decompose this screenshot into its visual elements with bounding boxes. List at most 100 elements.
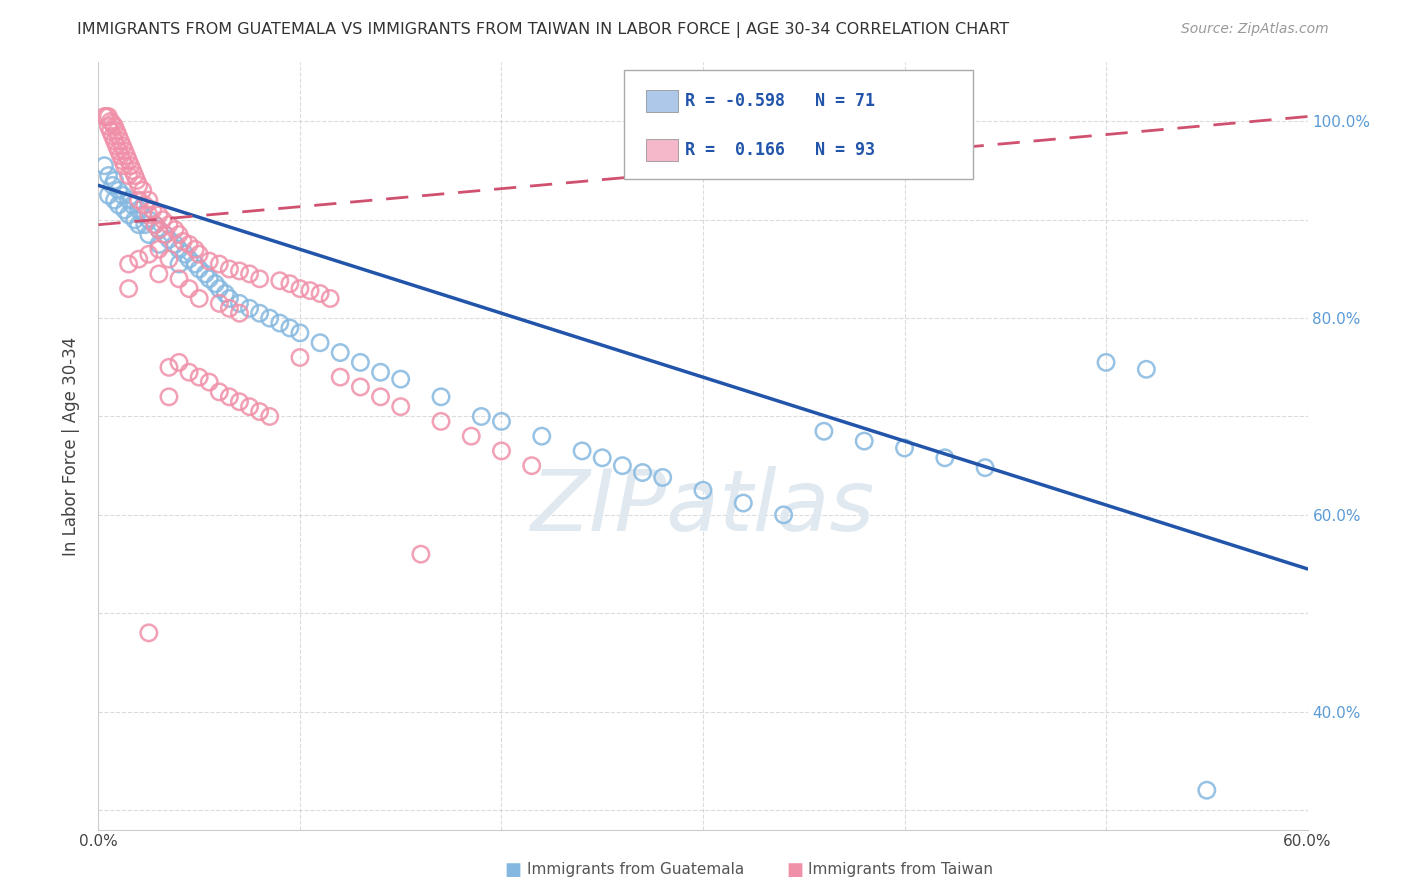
Point	[125, 173, 148, 187]
Point	[208, 296, 231, 310]
Point	[118, 257, 141, 271]
Point	[194, 267, 217, 281]
Point	[184, 242, 207, 256]
Point	[128, 193, 150, 207]
Point	[107, 129, 129, 144]
Point	[239, 267, 262, 281]
Point	[118, 282, 141, 296]
Point	[97, 120, 120, 134]
Point	[107, 144, 129, 158]
Point	[105, 139, 128, 153]
FancyBboxPatch shape	[647, 139, 678, 161]
Point	[278, 321, 301, 335]
Point	[218, 292, 240, 306]
Point	[228, 296, 250, 310]
Point	[101, 129, 124, 144]
Text: Immigrants from Taiwan: Immigrants from Taiwan	[808, 863, 994, 877]
Point	[651, 470, 673, 484]
Point	[530, 429, 553, 443]
Text: R = -0.598   N = 71: R = -0.598 N = 71	[685, 92, 875, 110]
Point	[179, 252, 201, 267]
Point	[148, 208, 170, 222]
Point	[893, 441, 915, 455]
Point	[167, 257, 190, 271]
Point	[114, 159, 136, 173]
Point	[288, 326, 311, 340]
Point	[179, 237, 201, 252]
Point	[138, 227, 160, 242]
Point	[974, 460, 997, 475]
Point	[128, 202, 150, 217]
Point	[218, 301, 240, 316]
Point	[813, 424, 835, 438]
Point	[299, 284, 322, 298]
Point	[631, 466, 654, 480]
Point	[100, 124, 122, 138]
Point	[612, 458, 634, 473]
Point	[124, 212, 146, 227]
Point	[184, 257, 207, 271]
Point	[111, 188, 134, 202]
Point	[228, 306, 250, 320]
Point	[134, 198, 156, 212]
Point	[329, 345, 352, 359]
Point	[110, 134, 132, 148]
Point	[105, 124, 128, 138]
Point	[118, 169, 141, 183]
Point	[179, 282, 201, 296]
Point	[591, 450, 613, 465]
Point	[132, 208, 155, 222]
Point	[118, 193, 141, 207]
Point	[228, 394, 250, 409]
Point	[853, 434, 876, 448]
Point	[329, 370, 352, 384]
Text: R =  0.166   N = 93: R = 0.166 N = 93	[685, 141, 875, 159]
Point	[167, 272, 190, 286]
Point	[309, 286, 332, 301]
Text: IMMIGRANTS FROM GUATEMALA VS IMMIGRANTS FROM TAIWAN IN LABOR FORCE | AGE 30-34 C: IMMIGRANTS FROM GUATEMALA VS IMMIGRANTS …	[77, 22, 1010, 38]
Point	[460, 429, 482, 443]
Point	[114, 144, 136, 158]
Point	[218, 390, 240, 404]
Point	[128, 218, 150, 232]
Point	[138, 212, 160, 227]
Point	[138, 247, 160, 261]
Point	[208, 282, 231, 296]
Point	[103, 193, 125, 207]
Point	[142, 202, 165, 217]
Point	[107, 198, 129, 212]
Point	[269, 274, 291, 288]
Point	[100, 114, 122, 128]
Point	[188, 262, 211, 277]
Point	[278, 277, 301, 291]
Point	[148, 267, 170, 281]
Point	[520, 458, 543, 473]
Point	[157, 218, 180, 232]
Point	[470, 409, 492, 424]
Point	[103, 120, 125, 134]
Point	[370, 365, 392, 379]
Text: Immigrants from Guatemala: Immigrants from Guatemala	[527, 863, 745, 877]
Point	[288, 351, 311, 365]
Point	[349, 380, 371, 394]
Point	[1095, 355, 1118, 369]
Point	[208, 257, 231, 271]
Text: ■: ■	[786, 861, 803, 879]
Point	[143, 218, 166, 232]
Point	[692, 483, 714, 498]
Point	[198, 375, 221, 389]
Point	[138, 208, 160, 222]
Point	[172, 235, 194, 249]
Point	[309, 335, 332, 350]
Point	[269, 316, 291, 330]
Point	[491, 444, 513, 458]
Point	[148, 242, 170, 256]
Point	[97, 188, 120, 202]
Point	[93, 159, 115, 173]
Point	[111, 153, 134, 168]
Point	[188, 292, 211, 306]
Point	[288, 282, 311, 296]
Point	[103, 134, 125, 148]
Point	[120, 159, 142, 173]
Point	[138, 625, 160, 640]
